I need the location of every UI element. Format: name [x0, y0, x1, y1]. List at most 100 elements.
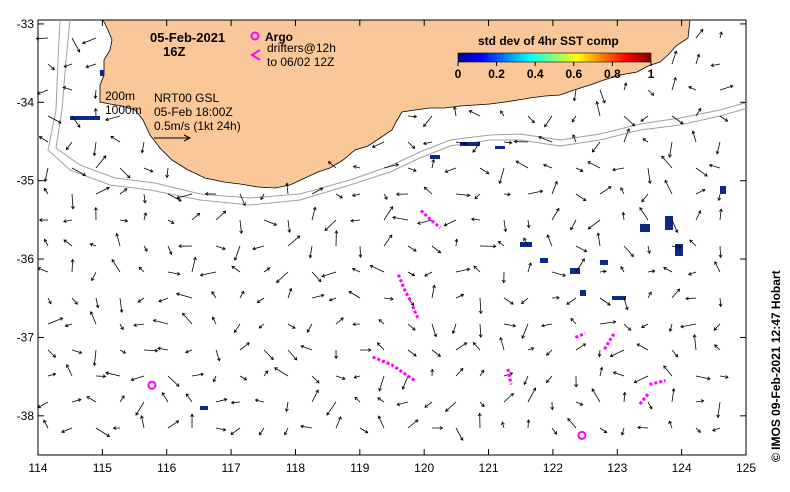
current-vector-head	[350, 218, 354, 223]
current-vector-head	[708, 163, 713, 168]
current-vector-head	[377, 397, 381, 401]
current-vector-head	[276, 279, 280, 283]
current-vector-head	[481, 403, 485, 408]
current-vector-head	[587, 161, 591, 165]
current-vector-head	[650, 92, 655, 96]
current-vector-head	[661, 155, 665, 160]
current-vector	[258, 427, 265, 436]
current-vector-head	[140, 149, 145, 154]
y-tick-label: -36	[17, 252, 35, 266]
current-vector	[709, 164, 721, 169]
current-vector-head	[668, 154, 672, 158]
current-vector	[647, 401, 653, 410]
current-vector-head	[566, 301, 570, 305]
current-vector-head	[472, 342, 477, 346]
sst-patch	[675, 244, 683, 256]
current-vector	[424, 186, 433, 195]
current-vector-head	[315, 389, 319, 394]
current-vector-head	[384, 196, 388, 200]
current-vector-head	[254, 398, 259, 403]
current-vector-head	[395, 163, 400, 167]
current-vector-head	[74, 301, 78, 305]
current-vector-head	[719, 208, 723, 213]
current-vector-head	[138, 266, 143, 271]
current-vector-head	[668, 420, 672, 425]
current-vector	[167, 193, 182, 202]
current-vector	[397, 401, 409, 406]
current-vector	[479, 369, 485, 377]
current-vector-head	[89, 310, 94, 315]
current-vector-head	[62, 86, 67, 90]
current-vector-head	[581, 258, 585, 262]
current-vector-head	[334, 355, 338, 360]
current-vector	[167, 375, 180, 387]
current-vector-head	[395, 192, 400, 197]
current-vector	[455, 427, 464, 441]
current-vector-head	[679, 120, 684, 125]
current-vector	[527, 262, 532, 273]
current-vector-head	[270, 356, 274, 361]
current-vector-head	[112, 426, 117, 431]
current-vector	[688, 86, 697, 91]
current-vector	[392, 216, 409, 221]
current-vector-head	[553, 431, 558, 435]
current-vector-head	[713, 327, 718, 331]
current-vector	[695, 189, 706, 195]
current-vector	[119, 188, 128, 195]
current-vector-head	[503, 228, 508, 233]
current-vector-head	[633, 379, 638, 384]
current-vector-head	[414, 419, 419, 423]
current-vector	[212, 316, 217, 325]
current-vector-head	[111, 258, 116, 263]
current-vector-head	[306, 329, 311, 333]
current-vector-head	[36, 91, 41, 95]
current-vector-head	[501, 279, 506, 284]
current-vector	[43, 188, 49, 195]
current-vector	[321, 271, 337, 277]
current-vector-head	[674, 229, 679, 234]
current-vector	[370, 265, 385, 273]
map-frame	[37, 19, 747, 456]
current-vector	[153, 319, 169, 325]
current-vector	[335, 375, 346, 380]
current-vector	[551, 208, 560, 221]
current-vector	[82, 37, 97, 44]
current-vector-head	[649, 405, 653, 410]
current-vector	[239, 290, 245, 299]
current-vector-head	[437, 353, 442, 357]
current-vector-head	[546, 234, 551, 239]
current-vector	[445, 401, 457, 412]
current-vector-head	[193, 256, 197, 261]
current-vector-head	[38, 218, 43, 222]
current-vector	[255, 399, 265, 403]
current-vector	[499, 167, 505, 184]
current-vector	[714, 344, 721, 351]
current-vector	[669, 323, 673, 332]
current-vector-head	[707, 376, 711, 381]
current-vector-head	[178, 244, 182, 249]
current-vector-head	[258, 431, 263, 436]
current-vector-head	[239, 230, 244, 235]
current-vector-head	[300, 424, 304, 429]
current-vector	[469, 110, 481, 117]
current-vector-head	[233, 329, 238, 334]
current-vector	[324, 219, 337, 231]
current-vector-head	[85, 64, 90, 69]
current-vector-head	[243, 377, 248, 381]
current-vector-head	[424, 404, 428, 408]
current-vector	[200, 271, 217, 276]
current-vector	[71, 37, 80, 53]
current-vector	[599, 89, 606, 104]
current-vector-head	[474, 195, 478, 200]
current-vector-head	[620, 431, 625, 436]
current-vector	[143, 167, 153, 173]
current-vector	[445, 167, 457, 173]
current-vector	[661, 155, 673, 169]
current-vector-head	[168, 251, 173, 256]
current-vector-head	[587, 225, 592, 230]
current-vector	[377, 397, 385, 403]
current-vector	[668, 421, 673, 429]
current-vector	[598, 349, 601, 357]
current-vector	[695, 400, 704, 403]
current-vector-head	[389, 205, 394, 210]
